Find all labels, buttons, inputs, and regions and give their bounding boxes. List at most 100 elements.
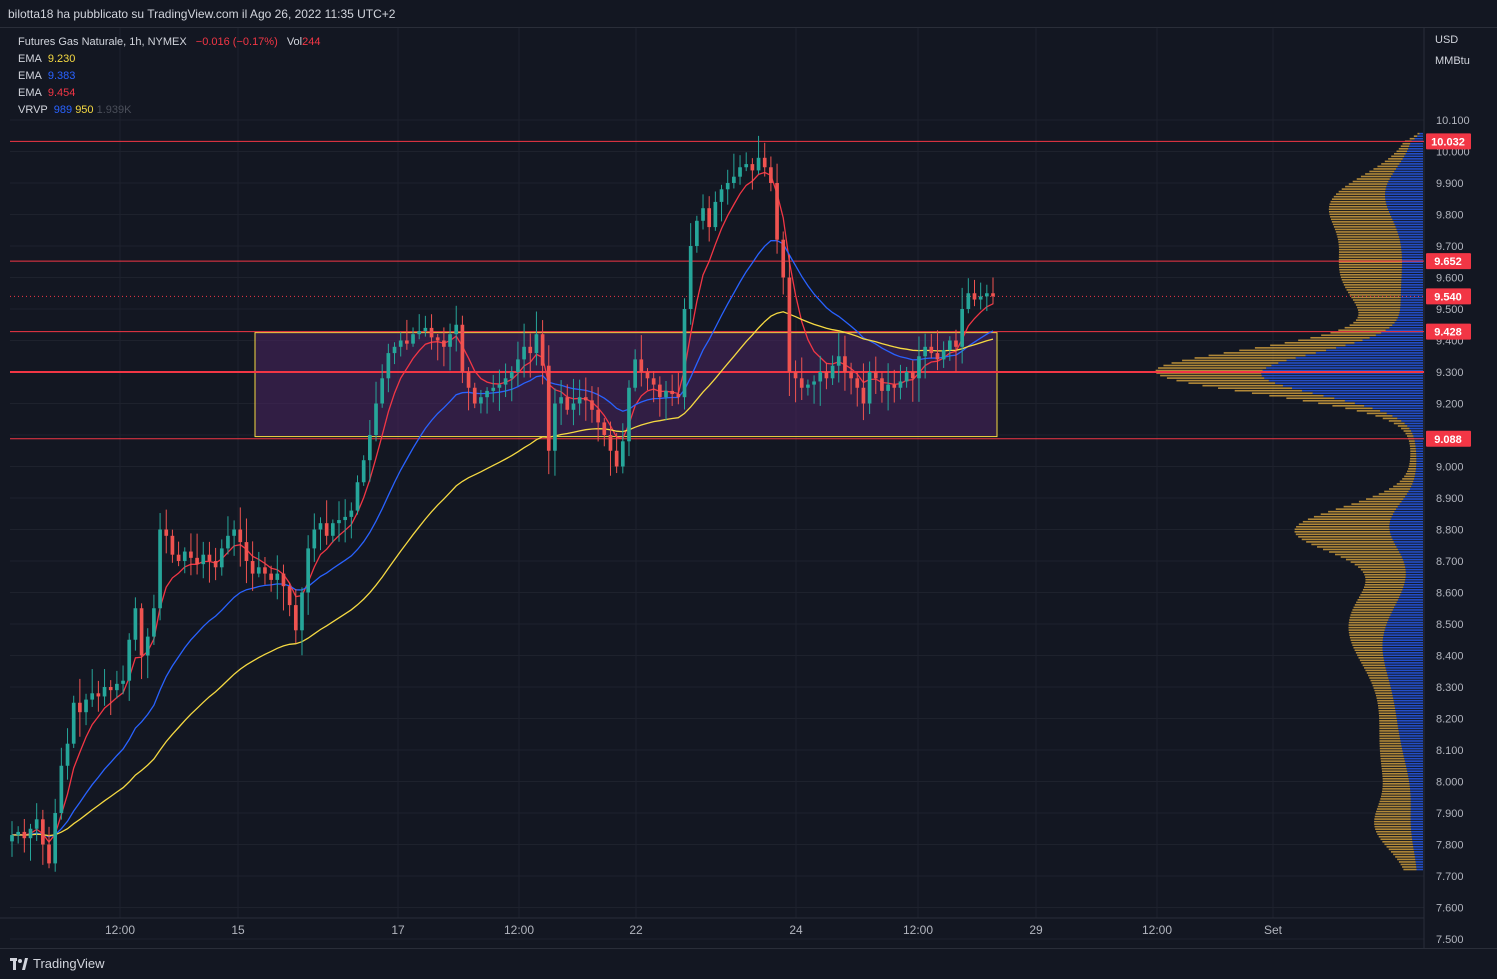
price-chart[interactable]: 12:00 15 17 12:00 22 24 12:00 29 12:00 Set 7.500 7.… [0,28,1497,948]
volume-profile-sell-bar [1343,505,1398,508]
candle-body [608,435,613,451]
volume-profile-buy-bar [1403,498,1423,500]
candle-body [201,554,206,565]
candle-body [460,324,465,372]
candle-body [374,403,378,435]
candle-body [509,372,514,379]
volume-profile-sell-bar [1377,702,1395,704]
candle-body [318,523,323,530]
volume-profile-buy-bar [1344,399,1423,402]
volume-profile-sell-bar [1404,475,1415,478]
y-tick-label: 8.700 [1436,556,1464,568]
candle-body [688,246,693,309]
volume-profile-buy-bar [1415,445,1423,447]
candle-body [806,384,810,388]
volume-profile-sell-bar [1269,394,1324,397]
y-tick-label: 9.600 [1436,273,1464,285]
candle-body [904,372,909,382]
candle-body [917,356,921,379]
volume-profile-buy-bar [1395,226,1423,228]
volume-profile-buy-bar [1362,339,1423,342]
candle-body [429,327,434,338]
volume-profile-sell-bar [1378,835,1412,838]
volume-profile-sell-bar [1155,369,1263,372]
volume-profile-buy-bar [1392,692,1423,694]
volume-profile-sell-bar [1373,687,1391,689]
volume-profile-buy-bar [1386,672,1423,674]
symbol-row[interactable]: Futures Gas Naturale, 1h, NYMEX −0.016 (… [18,34,320,51]
candle-body [423,327,428,332]
volume-profile-buy-bar [1400,241,1423,243]
volume-profile-sell-bar [1371,682,1390,684]
volume-profile-sell-bar [1345,286,1402,289]
volume-profile-buy-bar [1400,594,1423,596]
volume-profile-buy-bar [1410,815,1423,818]
y-tick-label: 9.200 [1436,399,1464,411]
candle-body [195,557,199,565]
volume-profile-sell-bar [1397,858,1416,861]
volume-profile-sell-bar [1333,195,1386,198]
volume-profile-buy-bar [1408,777,1423,780]
volume-profile-sell-bar [1338,258,1402,261]
volume-profile-buy-bar [1401,271,1423,274]
volume-profile-sell-bar [1410,447,1416,450]
vrvp-row[interactable]: VRVP 989 950 1.939K [18,102,320,119]
volume-profile-sell-bar [1340,273,1402,276]
volume-profile-buy-bar [1394,704,1423,707]
volume-profile-buy-bar [1396,714,1423,717]
y-tick-label: 9.500 [1436,304,1464,316]
volume-profile-buy-bar [1416,462,1423,465]
volume-profile-buy-bar [1408,490,1423,493]
volume-profile-buy-bar [1392,415,1423,417]
volume-profile-sell-bar [1399,480,1414,483]
volume-profile-sell-bar [1368,674,1388,677]
volume-profile-sell-bar [1394,153,1406,155]
price-label-box [1426,323,1471,340]
volume-profile-buy-bar [1388,180,1423,183]
volume-profile-buy-bar [1262,369,1423,372]
volume-profile-buy-bar [1397,722,1423,725]
candle-body [941,349,946,360]
volume-profile-buy-bar [1407,425,1423,427]
candle-body [639,359,644,372]
volume-profile-buy-bar [1411,828,1423,830]
symbol-name[interactable]: Futures Gas Naturale, 1h, NYMEX [18,36,187,48]
candle-body [781,239,786,278]
volume-profile-sell-bar [1330,200,1386,203]
candle-body [182,551,187,561]
volume-profile-sell-bar [1338,251,1402,253]
volume-profile-sell-bar [1380,838,1413,841]
volume-profile-sell-bar [1339,271,1402,274]
volume-profile-sell-bar [1366,672,1387,674]
volume-profile-buy-bar [1414,475,1423,478]
volume-profile-sell-bar [1365,578,1406,581]
volume-profile-sell-bar [1345,558,1403,561]
ema-row-3[interactable]: EMA 9.454 [18,85,320,102]
candle-body [133,608,138,640]
volume-profile-sell-bar [1400,145,1410,148]
candle-body [238,529,243,543]
brand-name[interactable]: TradingView [33,956,105,971]
volume-profile-buy-bar [1382,651,1423,654]
candle-body [293,605,298,631]
volume-profile-sell-bar [1354,604,1396,606]
volume-profile-buy-bar [1391,515,1423,518]
volume-profile-sell-bar [1336,193,1386,195]
volume-profile-sell-bar [1376,697,1394,699]
volume-profile-buy-bar [1410,825,1423,828]
volume-profile-buy-bar [1404,583,1423,586]
volume-profile-buy-bar [1397,165,1423,168]
volume-profile-sell-bar [1407,435,1414,437]
ema-row-1[interactable]: EMA 9.230 [18,51,320,68]
volume-profile-buy-bar [1406,767,1423,770]
ema-row-2[interactable]: EMA 9.383 [18,68,320,85]
volume-profile-sell-bar [1409,460,1417,463]
volume-profile-buy-bar [1398,314,1423,316]
volume-profile-buy-bar [1401,266,1423,269]
y-tick-label: 9.700 [1436,241,1464,253]
volume-profile-sell-bar [1356,178,1390,180]
volume-profile-sell-bar [1382,775,1409,778]
volume-profile-buy-bar [1407,770,1423,773]
volume-profile-sell-bar [1378,714,1397,717]
volume-profile-sell-bar [1296,525,1390,528]
